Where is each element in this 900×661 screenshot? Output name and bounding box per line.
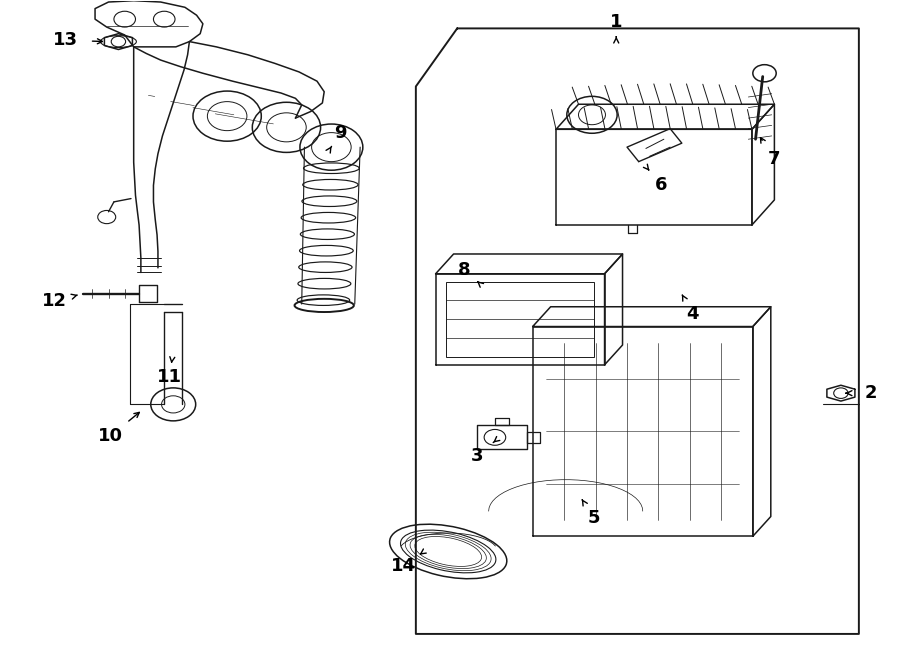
Text: 11: 11 bbox=[158, 368, 182, 385]
Bar bbox=[446, 282, 594, 357]
Text: 8: 8 bbox=[458, 261, 471, 279]
Text: 13: 13 bbox=[53, 31, 78, 50]
Text: 12: 12 bbox=[42, 292, 68, 311]
Text: 14: 14 bbox=[391, 557, 416, 575]
Text: 1: 1 bbox=[610, 13, 623, 31]
Text: 9: 9 bbox=[334, 124, 346, 141]
Text: 10: 10 bbox=[98, 427, 122, 445]
Text: 2: 2 bbox=[864, 384, 877, 402]
Text: 5: 5 bbox=[588, 510, 600, 527]
Text: 4: 4 bbox=[687, 305, 699, 323]
Text: 6: 6 bbox=[655, 176, 668, 194]
Text: 3: 3 bbox=[471, 447, 483, 465]
Text: 7: 7 bbox=[768, 150, 779, 168]
